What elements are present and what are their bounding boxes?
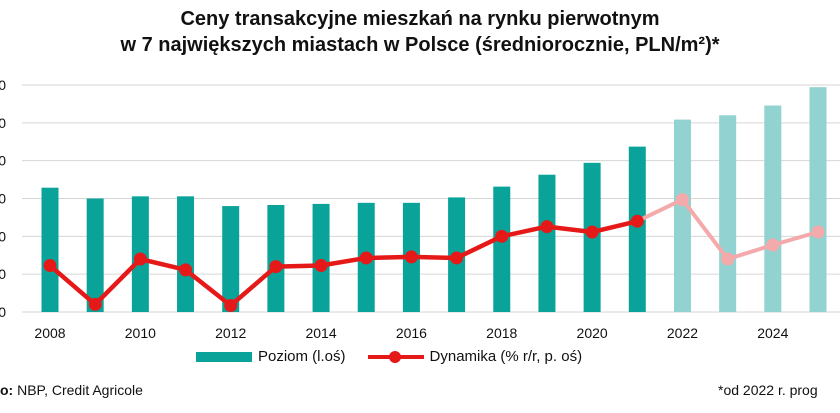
line-point: [450, 251, 464, 265]
forecast-note: *od 2022 r. prog: [718, 382, 818, 398]
line-point: [224, 299, 238, 313]
x-tick-label: 2018: [486, 325, 517, 341]
y-tick-label: 0: [0, 191, 6, 207]
x-tick-label: 2012: [215, 325, 246, 341]
x-tick-label: 2008: [34, 325, 65, 341]
bar: [493, 186, 511, 312]
x-tick-label: 2024: [757, 325, 788, 341]
x-tick-label: 2020: [577, 325, 608, 341]
line-point: [269, 260, 283, 274]
bar: [538, 174, 556, 312]
bar: [312, 203, 330, 312]
bar: [628, 146, 646, 312]
line-point: [811, 225, 825, 239]
legend-label-bar: Poziom (l.oś): [258, 348, 346, 365]
source-note: o: NBP, Credit Agricole: [0, 382, 143, 398]
bar: [719, 115, 737, 313]
bar: [86, 198, 104, 312]
line-point: [404, 250, 418, 264]
chart-title: Ceny transakcyjne mieszkań na rynku pier…: [0, 6, 840, 58]
line-point: [585, 225, 599, 239]
source-label: o:: [0, 382, 14, 398]
y-tick-label: 0: [0, 153, 6, 169]
line-point: [133, 252, 147, 266]
x-tick-label: 2016: [396, 325, 427, 341]
series-line: [48, 219, 638, 308]
source-text: NBP, Credit Agricole: [13, 382, 143, 398]
bar: [222, 206, 240, 312]
legend-swatch-bar: [196, 351, 252, 362]
line-point: [721, 252, 735, 266]
bar: [41, 187, 59, 312]
bar: [764, 105, 782, 313]
bar: [177, 196, 195, 312]
bar: [267, 204, 285, 312]
line-point: [314, 259, 328, 273]
line-point: [359, 251, 373, 265]
chart-title-line1: Ceny transakcyjne mieszkań na rynku pier…: [180, 8, 660, 30]
line-point: [43, 259, 57, 273]
chart-legend: Poziom (l.oś) Dynamika (% r/r, p. oś): [196, 348, 582, 365]
legend-label-line: Dynamika (% r/r, p. oś): [429, 348, 583, 365]
y-tick-label: 0: [0, 115, 6, 131]
chart-title-line2: w 7 największych miastach w Polsce (śred…: [120, 34, 720, 56]
x-tick-label: 2010: [125, 325, 156, 341]
x-tick-label: 2014: [305, 325, 336, 341]
x-tick-label: 2022: [667, 325, 698, 341]
y-tick-label: 0: [0, 77, 6, 93]
line-point: [630, 214, 644, 228]
y-tick-label: 0: [0, 228, 6, 244]
line-point: [179, 263, 193, 277]
bar: [809, 87, 827, 313]
line-point: [88, 297, 102, 311]
line-point: [495, 229, 509, 243]
y-tick-label: 0: [0, 304, 6, 320]
bar: [673, 119, 691, 312]
line-point: [540, 220, 554, 234]
y-tick-label: 0: [0, 266, 6, 282]
line-point: [766, 238, 780, 252]
line-point: [675, 193, 689, 207]
legend-swatch-line: [367, 350, 424, 363]
